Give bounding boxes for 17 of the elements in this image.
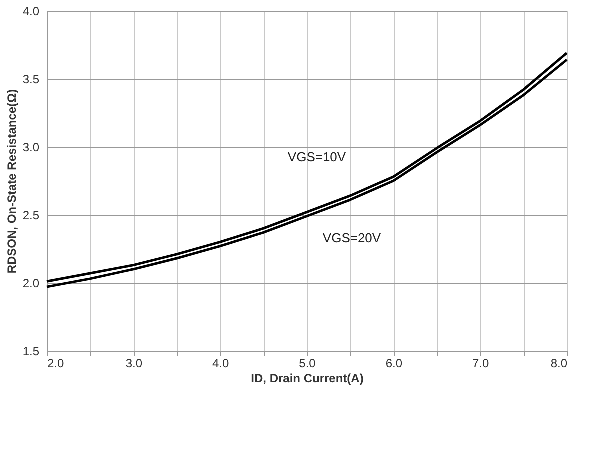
x-tick-label: 8.0 [550, 356, 568, 370]
y-tick-label: 2.5 [22, 208, 40, 222]
x-tick-label: 4.0 [212, 356, 230, 370]
y-axis-title: RDSON, On-State Resistance(Ω) [4, 89, 19, 274]
x-tick-label: 6.0 [386, 356, 403, 370]
y-tick-label: 3.0 [22, 140, 40, 154]
x-tick-label: 7.0 [472, 356, 490, 370]
x-tick-label: 3.0 [126, 356, 143, 370]
y-tick-label: 1.5 [22, 344, 40, 358]
x-axis-title: ID, Drain Current(A) [251, 372, 364, 386]
x-tick-label: 2.0 [48, 356, 65, 370]
y-tick-label: 2.0 [22, 276, 40, 290]
y-tick-label: 4.0 [22, 4, 40, 18]
series-label: VGS=20V [322, 230, 382, 246]
x-tick-label: 5.0 [299, 356, 316, 370]
y-tick-label: 3.5 [22, 72, 40, 86]
text: VGS=10V [288, 149, 346, 164]
